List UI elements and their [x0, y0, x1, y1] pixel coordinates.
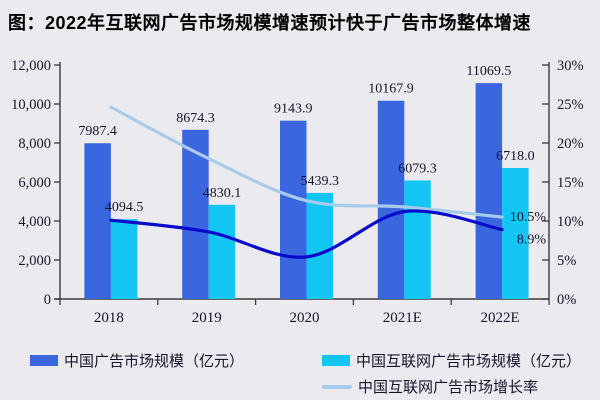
bar-ad-market-size-2021E	[377, 100, 405, 299]
bar-ad-market-size-2022E	[475, 83, 503, 299]
right-axis-tick-label: 5%	[557, 253, 576, 269]
bar-label-internet-ad-market-size-2019: 4830.1	[203, 186, 242, 201]
right-axis-tick-label: 15%	[557, 175, 584, 191]
line-end-label-light-blue-growth-line: 10.5%	[510, 210, 547, 225]
x-axis-category-label: 2019	[192, 310, 222, 326]
bar-ad-market-size-2020	[280, 120, 307, 300]
left-axis-tick-label: 6,000	[18, 175, 51, 191]
x-axis-category-label: 2018	[94, 310, 124, 326]
x-axis-category-label: 2022E	[481, 310, 520, 326]
right-axis-tick-label: 0%	[557, 292, 576, 308]
bar-internet-ad-market-size-2020	[306, 192, 333, 299]
combo-chart: 0 2,000 4,000 6,000 8,000 10,000 12,000 0% 5% 10%…	[11, 58, 584, 326]
right-axis-tick-label: 30%	[557, 58, 584, 74]
legend-label-ad-market: 中国广告市场规模（亿元）	[64, 354, 245, 370]
left-axis-tick-label: 4,000	[18, 214, 51, 230]
dark-blue-growth-line	[109, 209, 504, 259]
right-axis-tick-label: 25%	[557, 97, 584, 113]
bar-label-ad-market-size-2022E: 11069.5	[466, 64, 511, 79]
legend-label-internet-ad-market: 中国互联网广告市场规模（亿元）	[356, 354, 582, 370]
legend-label-internet-ad-growth: 中国互联网广告市场增长率	[358, 380, 539, 396]
bar-label-internet-ad-market-size-2020: 5439.3	[301, 174, 340, 189]
x-axis-category-label: 2020	[290, 310, 320, 326]
bar-internet-ad-market-size-2018	[110, 219, 138, 299]
bar-label-ad-market-size-2020: 9143.9	[274, 102, 313, 117]
bar-internet-ad-market-size-2022E	[502, 167, 529, 299]
bar-label-internet-ad-market-size-2018: 4094.5	[105, 200, 144, 215]
line-end-label-dark-blue-growth-line: 8.9%	[517, 233, 547, 248]
right-axis-tick-label: 20%	[557, 136, 584, 152]
left-axis-tick-label: 2,000	[18, 253, 51, 269]
legend-item-internet-ad-market: 中国互联网广告市场规模（亿元）	[322, 350, 581, 371]
light-blue-growth-line	[109, 105, 504, 219]
bar-internet-ad-market-size-2021E	[404, 180, 431, 299]
left-axis-tick-label: 8,000	[18, 136, 51, 152]
bar-label-ad-market-size-2021E: 10167.9	[368, 82, 414, 97]
x-axis-category-label: 2021E	[383, 310, 422, 326]
left-axis-tick-label: 10,000	[11, 97, 51, 113]
legend: 中国广告市场规模（亿元） 中国互联网广告市场规模（亿元） 中国互联网广告市场增长…	[0, 343, 600, 400]
bar-label-ad-market-size-2018: 7987.4	[78, 124, 117, 139]
legend-item-internet-ad-growth: 中国互联网广告市场增长率	[322, 376, 538, 397]
bar-ad-market-size-2018	[84, 143, 111, 299]
bar-label-internet-ad-market-size-2022E: 6718.0	[496, 149, 535, 164]
left-axis-tick-label: 0	[44, 292, 51, 308]
legend-swatch-internet-ad-market-bar	[322, 355, 350, 366]
bar-internet-ad-market-size-2019	[208, 204, 236, 299]
bar-label-internet-ad-market-size-2021E: 6079.3	[398, 161, 437, 176]
legend-swatch-internet-ad-growth-line	[322, 384, 352, 389]
chart-title: 图：2022年互联网广告市场规模增速预计快于广告市场整体增速	[8, 13, 532, 33]
legend-item-ad-market: 中国广告市场规模（亿元）	[30, 350, 244, 371]
bar-label-ad-market-size-2019: 8674.3	[176, 111, 215, 126]
left-axis-tick-label: 12,000	[11, 58, 51, 74]
right-axis-tick-label: 10%	[557, 214, 584, 230]
legend-swatch-ad-market-bar	[30, 355, 58, 366]
